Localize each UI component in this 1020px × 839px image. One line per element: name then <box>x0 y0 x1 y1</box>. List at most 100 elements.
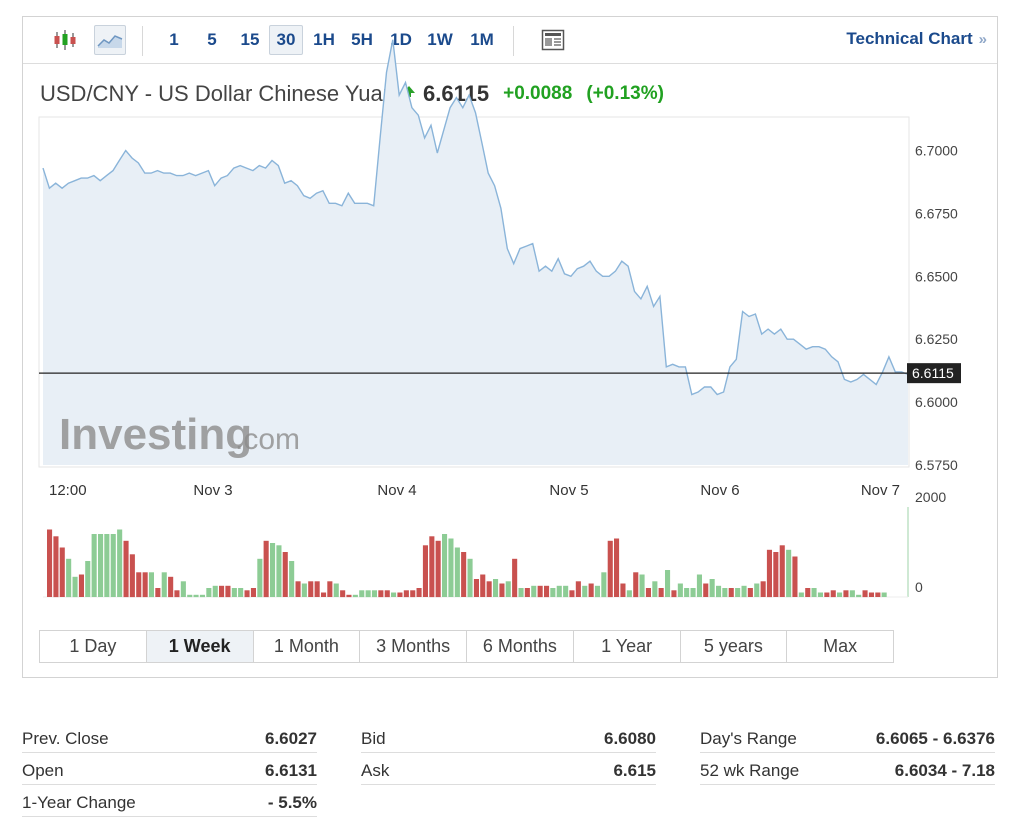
interval-button-15[interactable]: 15 <box>240 30 260 49</box>
x-tick-label: Nov 4 <box>377 482 416 499</box>
chart-widget: 1 5 15 30 1H 5H 1D 1W 1M Technical Chart» USD/CN… <box>22 16 998 678</box>
y-tick-label: 6.7000 <box>915 142 958 158</box>
volume-bar <box>881 592 887 597</box>
volume-bar <box>633 572 639 598</box>
volume-bar <box>442 534 448 597</box>
stat-row: 52 wk Range 6.6034 - 7.18 <box>700 754 995 785</box>
volume-bar <box>773 552 779 597</box>
volume-bar <box>512 558 518 598</box>
volume-bar <box>779 545 785 597</box>
volume-bar <box>429 536 435 598</box>
volume-bar <box>480 574 486 597</box>
volume-bar <box>136 572 142 598</box>
stat-label: Ask <box>361 761 390 780</box>
interval-button-1h[interactable]: 1H <box>313 30 335 49</box>
stat-value: 6.6034 - 7.18 <box>894 761 995 780</box>
volume-bar <box>824 592 830 597</box>
volume-bar <box>614 538 620 597</box>
range-tab-6-months[interactable]: 6 Months <box>467 631 574 662</box>
technical-chart-label: Technical Chart <box>846 29 973 48</box>
volume-bar <box>391 592 397 597</box>
technical-chart-link[interactable]: Technical Chart » <box>846 29 987 49</box>
stat-value: 6.6080 <box>604 729 656 748</box>
volume-bar <box>766 549 772 598</box>
interval-button-5h[interactable]: 5H <box>351 30 373 49</box>
volume-bar <box>257 558 263 598</box>
volume-bar <box>843 590 849 598</box>
volume-bar <box>384 590 390 598</box>
current-price-tag <box>907 363 961 384</box>
double-chevron-right-icon: » <box>978 31 987 48</box>
stat-value: 6.615 <box>613 761 656 780</box>
volume-bar <box>91 534 97 597</box>
volume-tick-label: 0 <box>915 579 923 595</box>
price-line <box>42 39 909 396</box>
range-tab-1-year[interactable]: 1 Year <box>574 631 681 662</box>
stat-row: Day's Range 6.6065 - 6.6376 <box>700 722 995 753</box>
volume-bar <box>78 574 84 597</box>
volume-bar <box>148 572 154 598</box>
volume-bar <box>110 534 116 597</box>
range-tab-1-day[interactable]: 1 Day <box>40 631 147 662</box>
stat-row: Bid 6.6080 <box>361 722 656 753</box>
range-tab-5-years[interactable]: 5 years <box>681 631 788 662</box>
interval-button-1d[interactable]: 1D <box>390 30 412 49</box>
volume-bar <box>231 588 237 597</box>
x-tick-label: Nov 3 <box>193 482 232 499</box>
stat-value: - 5.5% <box>267 793 317 812</box>
area-chart-icon[interactable] <box>94 25 126 55</box>
volume-bar <box>295 581 301 597</box>
range-tab-1-month[interactable]: 1 Month <box>254 631 361 662</box>
volume-bar <box>486 581 492 597</box>
volume-bar <box>187 594 193 598</box>
interval-button-5[interactable]: 5 <box>207 30 217 49</box>
interval-button-1[interactable]: 1 <box>169 30 179 49</box>
volume-bar <box>690 588 696 597</box>
volume-bar <box>856 594 862 598</box>
volume-bar <box>792 556 798 597</box>
volume-bar <box>104 534 110 597</box>
volume-bar <box>270 543 276 597</box>
volume-bar <box>868 592 874 597</box>
range-tab-max[interactable]: Max <box>823 636 858 656</box>
volume-bar <box>575 581 581 597</box>
stat-row: Ask 6.615 <box>361 754 656 785</box>
volume-bar <box>212 585 218 598</box>
x-tick-label: 12:00 <box>49 482 87 499</box>
volume-bar <box>59 547 65 597</box>
stat-label: 52 wk Range <box>700 761 800 780</box>
stats-column: Prev. Close 6.6027 Open 6.6131 1-Year Change… <box>22 722 317 818</box>
toolbar-divider <box>142 26 143 56</box>
volume-bar <box>645 588 651 597</box>
volume-bar <box>722 588 728 597</box>
volume-bar <box>378 590 384 598</box>
range-tab-1-week[interactable]: 1 Week <box>146 631 254 662</box>
volume-bar <box>282 552 288 597</box>
volume-bar <box>238 588 244 597</box>
investing-watermark: Investing <box>59 410 252 459</box>
stat-label: Day's Range <box>700 729 797 748</box>
volume-bar <box>499 583 505 597</box>
volume-bar <box>798 592 804 597</box>
volume-bar <box>594 585 600 598</box>
volume-bar <box>123 540 129 598</box>
interval-button-30[interactable]: 30 <box>269 25 303 55</box>
interval-button-1m[interactable]: 1M <box>470 30 494 49</box>
stat-label: Open <box>22 761 64 780</box>
volume-bar <box>193 594 199 598</box>
news-overlay-icon[interactable] <box>537 25 569 55</box>
volume-bar <box>461 552 467 597</box>
range-tab-3-months[interactable]: 3 Months <box>360 631 467 662</box>
volume-bar <box>129 554 135 598</box>
volume-bar <box>340 590 346 598</box>
volume-bar <box>703 583 709 597</box>
x-tick-label: Nov 5 <box>549 482 588 499</box>
candlestick-chart-icon[interactable] <box>49 25 81 55</box>
stats-column: Bid 6.6080 Ask 6.615 <box>361 722 656 786</box>
volume-bar <box>518 588 524 597</box>
volume-bar <box>416 588 422 597</box>
volume-bar <box>199 594 205 598</box>
y-tick-label: 6.6750 <box>915 205 958 221</box>
interval-button-1w[interactable]: 1W <box>427 30 453 49</box>
volume-bar <box>454 547 460 597</box>
